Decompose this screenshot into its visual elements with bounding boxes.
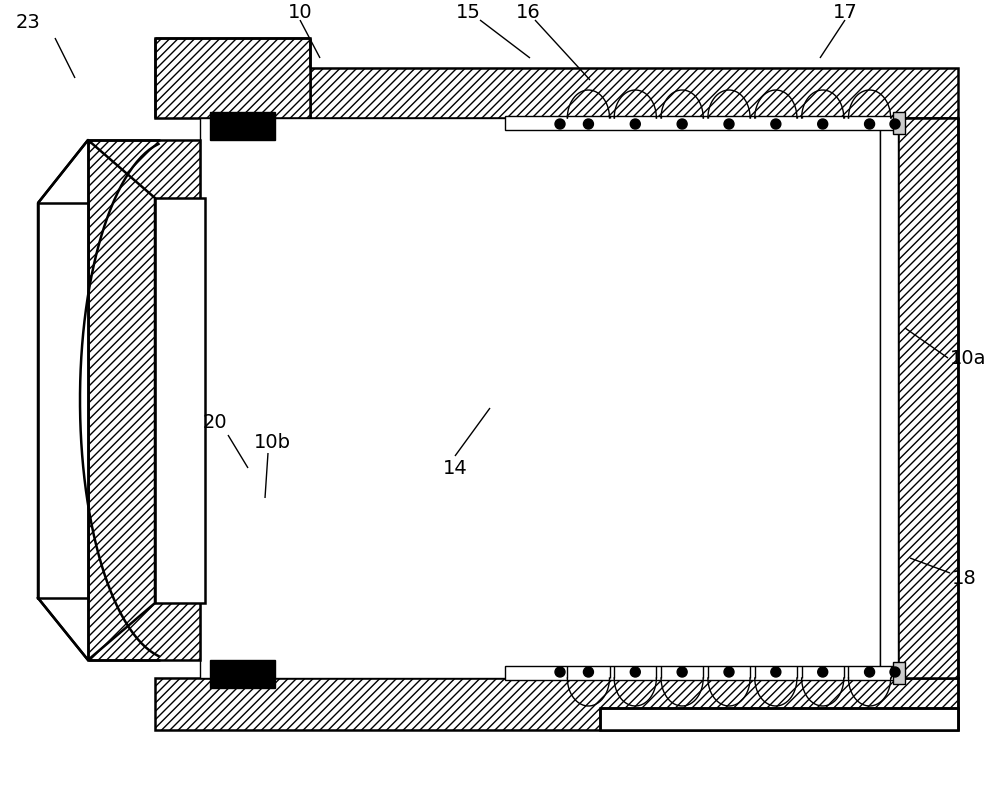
Circle shape — [890, 119, 900, 129]
Circle shape — [865, 667, 875, 677]
Bar — [210, 660, 275, 688]
Text: 10b: 10b — [254, 433, 290, 452]
Circle shape — [583, 119, 593, 129]
Circle shape — [771, 667, 781, 677]
Bar — [505, 666, 903, 680]
Bar — [600, 708, 958, 730]
Bar — [893, 112, 905, 134]
Bar — [880, 118, 898, 678]
Circle shape — [771, 119, 781, 129]
Bar — [200, 118, 880, 678]
Bar — [898, 118, 958, 678]
Bar — [38, 203, 88, 598]
Circle shape — [865, 119, 875, 129]
Circle shape — [583, 667, 593, 677]
Circle shape — [724, 667, 734, 677]
Circle shape — [555, 667, 565, 677]
Circle shape — [555, 119, 565, 129]
Text: 10a: 10a — [950, 349, 986, 368]
Circle shape — [724, 119, 734, 129]
Circle shape — [630, 119, 640, 129]
Bar — [155, 678, 958, 730]
Text: 18: 18 — [952, 568, 977, 587]
Circle shape — [630, 667, 640, 677]
Bar — [310, 68, 958, 118]
Bar — [155, 198, 205, 603]
Text: 15: 15 — [456, 3, 480, 22]
Text: 23: 23 — [16, 14, 40, 33]
Text: 16: 16 — [516, 3, 540, 22]
Bar — [893, 662, 905, 684]
Text: 20: 20 — [203, 413, 227, 433]
Circle shape — [890, 667, 900, 677]
Circle shape — [818, 119, 828, 129]
Circle shape — [818, 667, 828, 677]
Circle shape — [677, 667, 687, 677]
Bar — [210, 112, 275, 140]
Bar — [155, 38, 310, 118]
Text: 14: 14 — [443, 459, 467, 477]
Circle shape — [677, 119, 687, 129]
Text: 17: 17 — [833, 3, 857, 22]
Bar — [88, 140, 200, 660]
Text: 10: 10 — [288, 3, 312, 22]
Bar — [505, 116, 903, 130]
